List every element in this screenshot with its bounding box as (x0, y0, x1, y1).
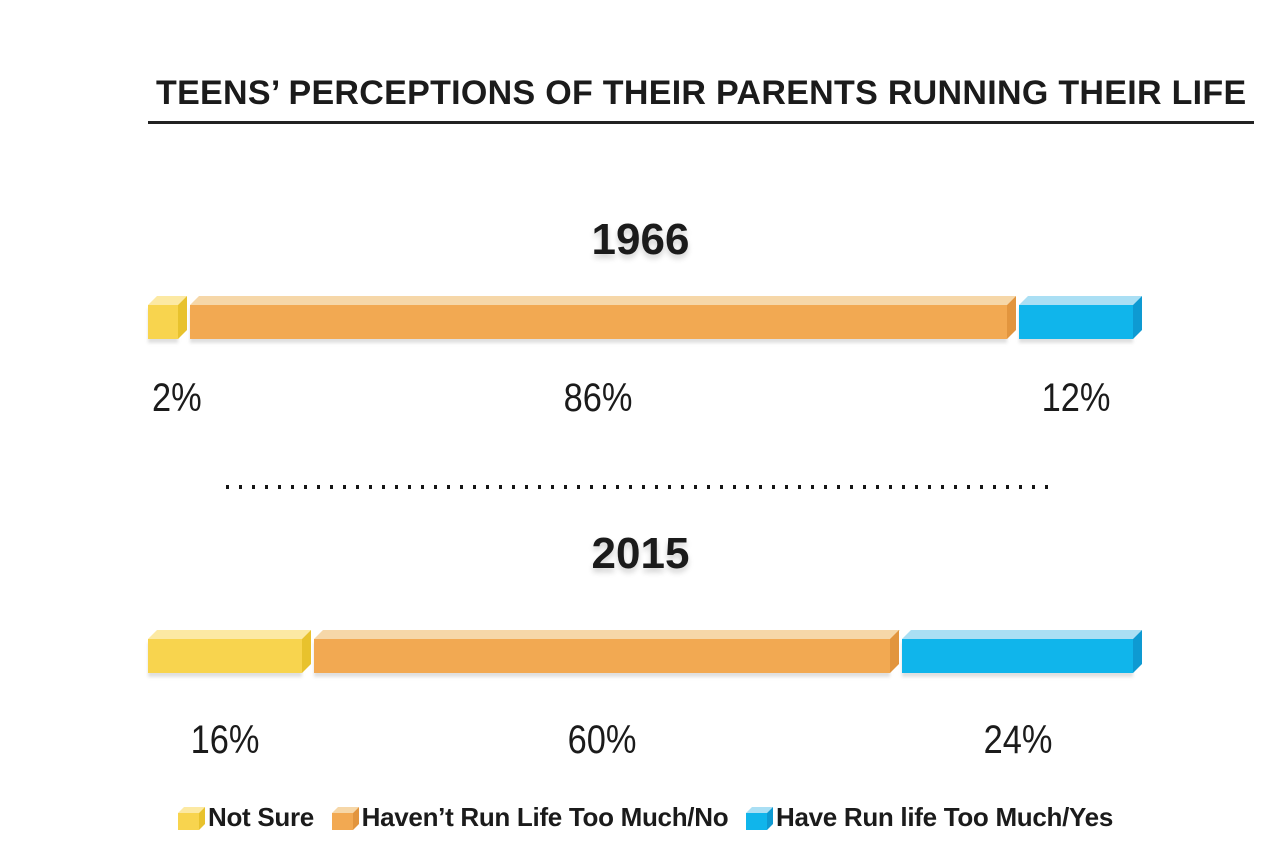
value-label-row: 2% 86% 12% (148, 375, 1133, 421)
value-label-2015-0: 16% (190, 717, 260, 762)
bar-segment-side-face (1007, 295, 1016, 339)
legend-item-1: Haven’t Run Life Too Much/No (331, 802, 729, 833)
bar-row (148, 295, 1142, 339)
chart-title: TEENS’ PERCEPTIONS OF THEIR PARENTS RUNN… (148, 74, 1255, 125)
legend-item-2: Have Run life Too Much/Yes (745, 802, 1113, 833)
bar-1966-segment-0 (148, 295, 187, 339)
value-label-1966-1: 86% (564, 375, 633, 420)
legend-label: Not Sure (208, 802, 314, 833)
legend-cube-icon (178, 807, 205, 831)
bar-segment-top-face (313, 629, 900, 639)
value-label-2015-2: 24% (983, 717, 1053, 762)
value-label-row: 16% 60% 24% (148, 717, 1133, 763)
legend-cube-icon (745, 807, 773, 831)
value-label-1966-2: 12% (1041, 375, 1111, 420)
year-label: 2015 (591, 528, 690, 578)
bar-segment-side-face (890, 629, 900, 673)
value-label-1966-0: 2% (152, 375, 202, 420)
chart-group-2015: 2015 16% 60% 24% (148, 528, 1142, 763)
bar-1966-segment-2 (1019, 295, 1142, 339)
bar-row (148, 629, 1142, 673)
bar-segment-top-face (902, 629, 1142, 639)
bar-2015-segment-1 (313, 629, 900, 673)
bar-segment-side-face (301, 629, 311, 673)
bar-segment-side-face (178, 295, 187, 339)
legend-label: Haven’t Run Life Too Much/No (361, 802, 729, 833)
bar-segment-side-face (1133, 295, 1142, 339)
bar-2015-segment-2 (902, 629, 1142, 673)
legend-cube-icon (331, 807, 359, 831)
bar-segment-top-face (148, 629, 311, 639)
chart-groups: 1966 2% 86% 12% 2015 16% 60% 24% (148, 214, 1142, 763)
bar-2015-segment-0 (148, 629, 311, 673)
legend-item-0: Not Sure (178, 802, 314, 833)
value-label-2015-1: 60% (567, 717, 637, 762)
legend-label: Have Run life Too Much/Yes (775, 802, 1113, 833)
chart-title-wrap: TEENS’ PERCEPTIONS OF THEIR PARENTS RUNN… (148, 52, 1255, 147)
bar-segment-top-face (1019, 295, 1142, 305)
chart-legend: Not Sure Haven’t Run Life Too Much/No Ha… (148, 797, 1133, 839)
bar-segment-top-face (190, 295, 1016, 305)
chart-group-1966: 1966 2% 86% 12% (148, 214, 1142, 421)
bar-1966-segment-1 (190, 295, 1016, 339)
year-label: 1966 (591, 214, 690, 264)
dotted-divider (225, 484, 1056, 489)
bar-segment-side-face (1133, 629, 1142, 673)
chart-root: TEENS’ PERCEPTIONS OF THEIR PARENTS RUNN… (148, 0, 1255, 839)
